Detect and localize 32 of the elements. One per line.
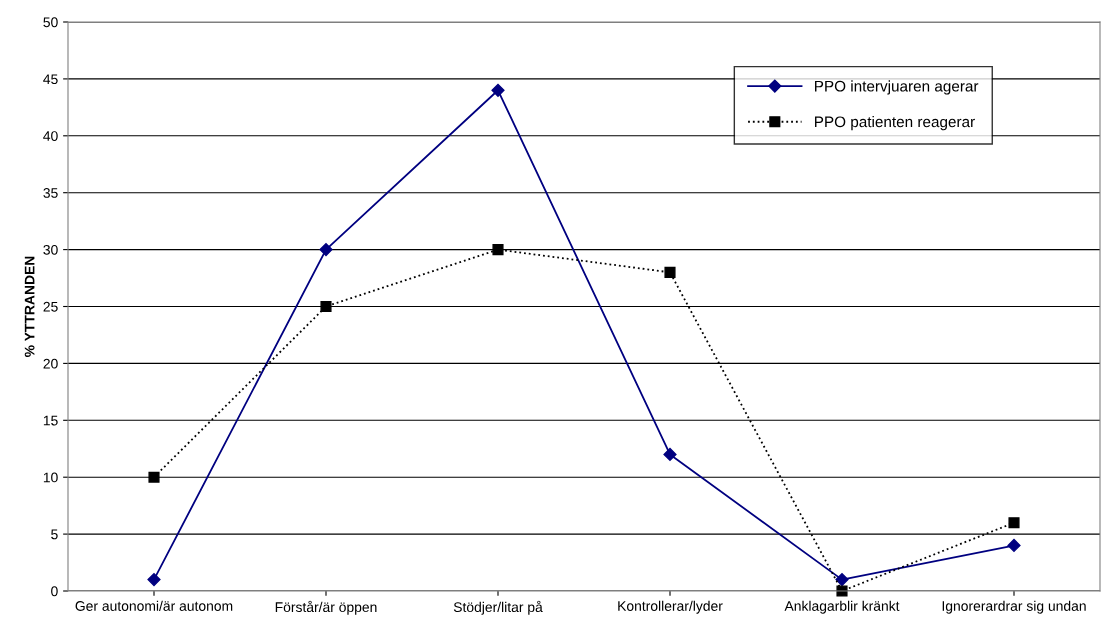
x-tick-label: Stödjer/litar på [453, 600, 543, 615]
point [1008, 517, 1020, 529]
point [319, 243, 333, 257]
point [1007, 538, 1021, 553]
legend-label: PPO intervjuaren agerar [815, 80, 979, 95]
y-tick-label: 10 [43, 472, 58, 483]
y-tick-label: 45 [43, 74, 58, 85]
point [836, 585, 848, 597]
y-tick-label: 0 [51, 586, 58, 597]
y-tick-label: 20 [43, 358, 58, 369]
y-tick-label: 50 [43, 17, 58, 28]
x-tick-label: Förstår/är öppen [275, 600, 377, 615]
x-tick-label: Anklagarblir kränkt [784, 600, 900, 614]
y-tick-label: 5 [51, 529, 58, 540]
y-tick-label: 15 [43, 415, 58, 426]
x-tick-label: Kontrollerar/lyder [618, 600, 723, 614]
y-tick-label: 35 [43, 188, 58, 198]
point [664, 266, 676, 278]
point [663, 447, 677, 462]
y-tick-label: 30 [43, 244, 58, 255]
y-tick-label: 25 [43, 301, 58, 312]
y-axis-title: % YTTRANDEN [24, 256, 35, 357]
x-tick-label: Ignorerardrar sig undan [942, 600, 1086, 614]
point [492, 244, 504, 256]
point [491, 83, 505, 97]
legend-label: PPO patienten reagerar [815, 116, 975, 131]
x-tick-label: Ger autonomi/är autonom [75, 600, 233, 611]
point [320, 300, 332, 313]
point [148, 471, 160, 483]
point [147, 573, 161, 587]
point [835, 573, 849, 587]
y-tick-label: 40 [43, 131, 58, 141]
